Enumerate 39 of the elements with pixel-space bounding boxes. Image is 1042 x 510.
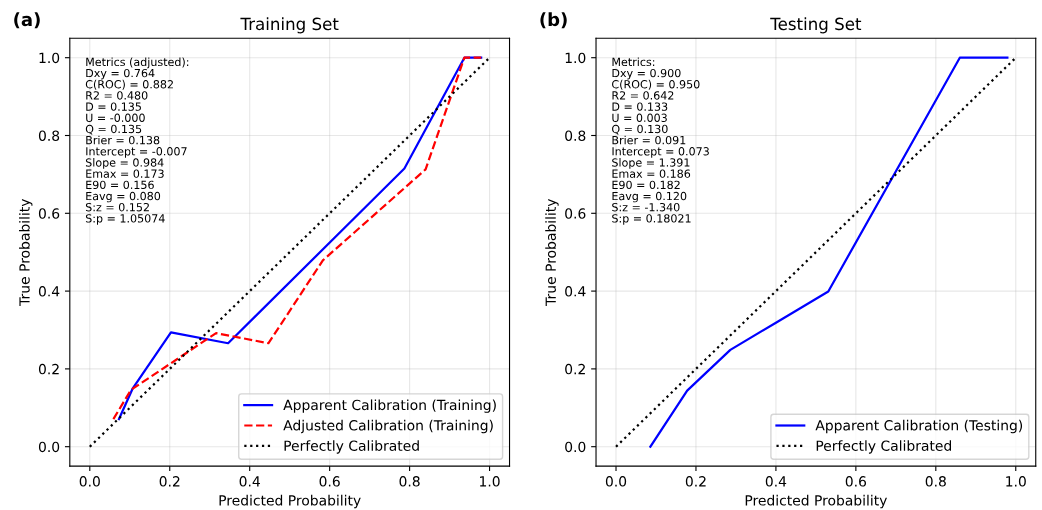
y-tick-label: 0.4	[565, 286, 586, 297]
text: (a)	[14, 12, 40, 29]
x-tick-label: 0.6	[319, 476, 340, 487]
x-tick-label: 0.8	[925, 476, 946, 487]
x-tick-label: 0.8	[399, 476, 420, 487]
legend-label: Apparent Calibration (Testing)	[815, 419, 1023, 434]
y-tick-label: 0.0	[38, 441, 60, 453]
x-tick-label: 0.2	[159, 476, 180, 487]
x-tick-label: 0.0	[79, 476, 100, 487]
x-tick-label: 0.0	[605, 476, 627, 487]
y-tick-label: 0.8	[38, 130, 60, 141]
y-tick-label: 0.8	[565, 130, 586, 141]
legend-label: Perfectly Calibrated	[816, 440, 951, 454]
legend-label: Perfectly Calibrated	[284, 440, 419, 454]
legend-label: Apparent Calibration (Training)	[283, 399, 496, 413]
y-axis-title: True Probability	[545, 198, 559, 306]
y-tick-label: 0.6	[565, 208, 586, 219]
y-tick-label: 0.6	[38, 208, 60, 219]
y-axis-title: True Probability	[19, 198, 33, 306]
x-tick-label: 0.2	[685, 476, 706, 487]
x-tick-label: 0.6	[845, 476, 867, 487]
legend-label: Adjusted Calibration (Training)	[283, 419, 493, 434]
y-tick-label: 1.0	[565, 52, 586, 64]
chart-title: Training Set	[240, 17, 339, 34]
text: (b)	[540, 12, 567, 29]
y-tick-label: 0.2	[565, 363, 585, 375]
x-axis-title: Predicted Probability	[219, 494, 361, 509]
chart-title: Testing Set	[770, 17, 862, 34]
x-tick-label: 1.0	[1006, 476, 1026, 487]
text: Metrics (adjusted): Dxy = 0.764 C(ROC) = 0.882 R2 = 0.480 D = 0.135 U = -0.000 Q = 0.135 Brier = 0.138 Intercept = -0.007 Slope = 0.984 Emax = 0.173 E90 = 0.156 Eavg = 0.080 S:z = 0.152 S:p = 1.05074	[85, 57, 189, 225]
y-tick-label: 0.2	[38, 363, 59, 375]
x-tick-label: 1.0	[480, 476, 500, 487]
text: Metrics: Dxy = 0.900 C(ROC) = 0.950 R2 = 0.642 D = 0.133 U = 0.003 Q = 0.130 Brier = 0.091 Intercept = 0.073 Slope = 1.391 Emax = 0.186 E90 = 0.182 Eavg = 0.120 S:z = -1.340 S:p = 0.18021	[612, 57, 709, 225]
y-tick-label: 0.4	[38, 286, 60, 297]
x-tick-label: 0.4	[765, 476, 787, 487]
x-axis-title: Predicted Probability	[745, 494, 887, 509]
y-tick-label: 1.0	[39, 52, 60, 64]
x-tick-label: 0.4	[239, 476, 260, 487]
y-tick-label: 0.0	[565, 441, 586, 453]
